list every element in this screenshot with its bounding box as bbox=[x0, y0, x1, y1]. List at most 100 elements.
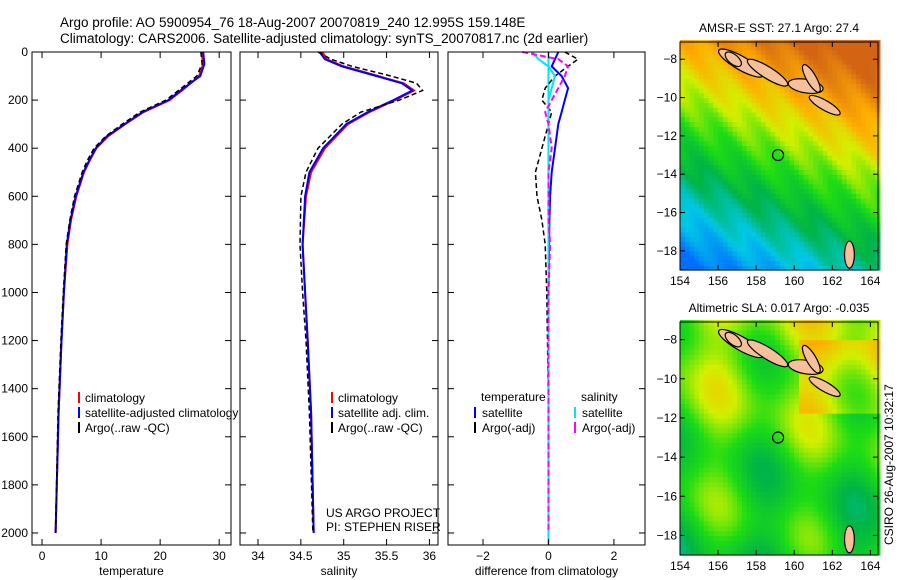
map-cell bbox=[680, 169, 686, 175]
map-cell bbox=[727, 540, 733, 546]
map-cell bbox=[732, 373, 738, 380]
map-cell bbox=[751, 217, 757, 223]
map-cell bbox=[841, 260, 848, 266]
map-cell bbox=[737, 506, 743, 512]
map-cell bbox=[799, 59, 805, 65]
map-cell bbox=[841, 349, 848, 355]
map-cell bbox=[732, 40, 738, 46]
map-cell bbox=[770, 198, 776, 204]
map-cell bbox=[718, 44, 724, 51]
map-cell bbox=[860, 462, 867, 468]
map-cell bbox=[794, 169, 800, 175]
map-cell bbox=[799, 388, 805, 395]
map-cell bbox=[746, 506, 752, 512]
map-cell bbox=[737, 462, 743, 468]
map-cell bbox=[680, 545, 686, 551]
map-cell bbox=[860, 49, 867, 56]
map-cell bbox=[808, 217, 814, 223]
map-cell bbox=[822, 131, 829, 137]
map-cell bbox=[794, 324, 800, 331]
map-cell bbox=[732, 121, 738, 127]
map-cell bbox=[722, 83, 729, 89]
map-cell bbox=[741, 369, 748, 375]
map-cell bbox=[765, 92, 772, 99]
map-cell bbox=[784, 193, 791, 199]
map-cell bbox=[689, 169, 695, 175]
map-cell bbox=[708, 510, 714, 517]
map-cell bbox=[722, 68, 729, 75]
map-cell bbox=[708, 78, 714, 84]
map-cell bbox=[775, 369, 781, 375]
map-cell bbox=[832, 476, 838, 483]
map-cell bbox=[803, 255, 810, 261]
map-cell bbox=[846, 68, 852, 75]
map-cell bbox=[803, 481, 810, 488]
map-cell bbox=[718, 530, 724, 536]
map-cell bbox=[694, 462, 700, 468]
map-cell bbox=[827, 398, 833, 404]
map-cell bbox=[689, 265, 695, 271]
map-cell bbox=[865, 155, 871, 161]
map-cell bbox=[827, 359, 833, 365]
map-cell bbox=[756, 413, 762, 419]
map-cell bbox=[775, 334, 781, 341]
map-cell bbox=[841, 135, 848, 142]
map-cell bbox=[684, 150, 691, 156]
map-cell bbox=[870, 236, 876, 242]
map-cell bbox=[765, 164, 772, 170]
map-cell bbox=[751, 432, 757, 439]
map-cell bbox=[851, 44, 857, 51]
map-cell bbox=[703, 388, 710, 395]
map-cell bbox=[708, 131, 714, 137]
map-cell bbox=[851, 217, 857, 223]
map-cell bbox=[813, 250, 819, 257]
map-cell bbox=[765, 236, 772, 242]
map-cell bbox=[765, 320, 772, 326]
legend-label: Argo(..raw -QC) bbox=[85, 421, 170, 435]
map-cell bbox=[722, 226, 729, 233]
map-cell bbox=[713, 260, 719, 266]
map-cell bbox=[775, 466, 781, 473]
map-cell bbox=[780, 506, 786, 512]
map-cell bbox=[841, 111, 848, 118]
map-cell bbox=[841, 506, 848, 512]
map-cell bbox=[689, 198, 695, 204]
map-cell bbox=[841, 329, 848, 336]
map-cell bbox=[813, 476, 819, 483]
map-cell bbox=[751, 545, 757, 551]
map-cell bbox=[713, 49, 719, 56]
map-cell bbox=[713, 54, 719, 60]
map-cell bbox=[870, 97, 876, 103]
map-cell bbox=[680, 193, 686, 199]
map-cell bbox=[765, 432, 772, 439]
map-cell bbox=[760, 126, 767, 132]
map-cell bbox=[860, 236, 867, 242]
map-cell bbox=[694, 155, 700, 161]
map-cell bbox=[751, 179, 757, 185]
map-cell bbox=[822, 373, 829, 380]
map-cell bbox=[765, 222, 772, 228]
map-cell bbox=[822, 359, 829, 365]
map-cell bbox=[808, 413, 814, 419]
map-cell bbox=[846, 364, 852, 370]
map-cell bbox=[684, 159, 691, 166]
map-cell bbox=[775, 236, 781, 242]
map-cell bbox=[727, 520, 733, 527]
map-cell bbox=[722, 369, 729, 375]
map-cell bbox=[780, 231, 786, 238]
map-cell bbox=[822, 150, 829, 156]
map-cell bbox=[856, 501, 862, 507]
map-cell bbox=[718, 164, 724, 170]
map-cell bbox=[689, 417, 695, 424]
map-cell bbox=[856, 126, 862, 132]
map-cell bbox=[770, 545, 776, 551]
map-cell bbox=[780, 222, 786, 228]
y-tick-label: 1000 bbox=[1, 285, 28, 299]
map-cell bbox=[765, 442, 772, 448]
map-cell bbox=[851, 364, 857, 370]
map-cell bbox=[865, 525, 871, 532]
map-cell bbox=[732, 150, 738, 156]
map-cell bbox=[799, 373, 805, 380]
map-cell bbox=[851, 471, 857, 478]
map-cell bbox=[756, 501, 762, 507]
